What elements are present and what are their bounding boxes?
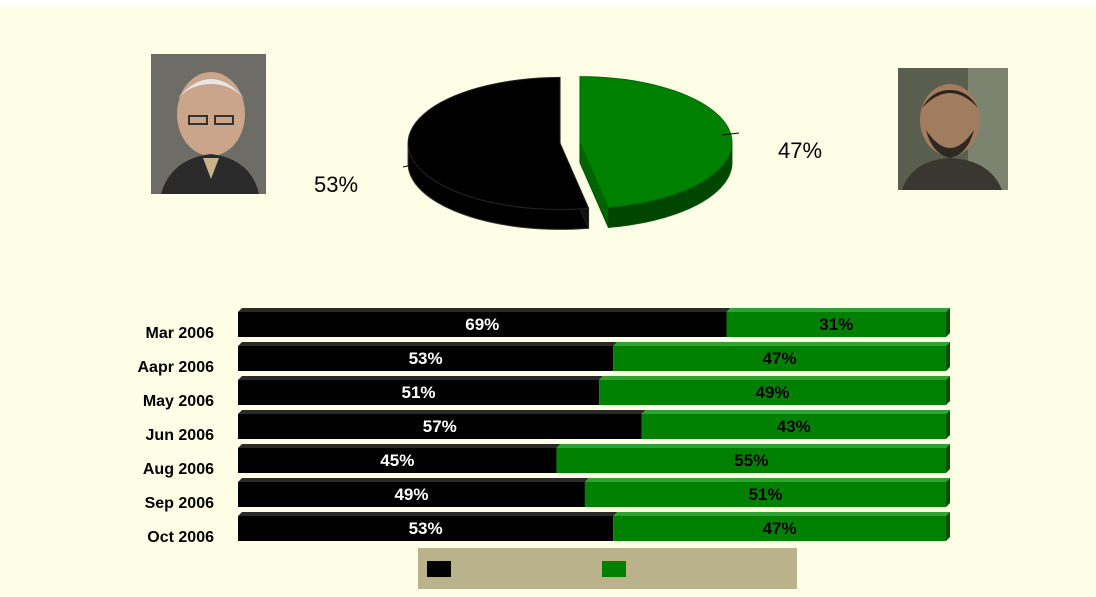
bar-segment-abbas: 53% <box>238 512 618 541</box>
bar-segment-haniyeh: 55% <box>556 444 950 473</box>
bar-value-label: 53% <box>409 349 443 368</box>
bar-value-label: 49% <box>756 383 790 402</box>
bar-value-label: 51% <box>748 485 782 504</box>
bar-value-label: 51% <box>402 383 436 402</box>
bar-row: 57% 43% <box>238 410 950 439</box>
bar-value-label: 55% <box>734 451 768 470</box>
bar-value-label: 45% <box>380 451 414 470</box>
pie-leader-abbas <box>402 162 421 168</box>
bar-value-label: 49% <box>394 485 428 504</box>
pie-slice-abbas <box>407 76 590 230</box>
legend-swatch-abbas <box>427 561 451 577</box>
bar-segment-abbas: 53% <box>238 342 618 371</box>
bar-row: 53% 47% <box>238 342 950 371</box>
bar-segment-haniyeh: 51% <box>584 478 950 507</box>
category-label: Jun 2006 <box>145 427 214 444</box>
bar-row: 45% 55% <box>238 444 950 473</box>
portrait-photo-abbas <box>151 54 266 194</box>
bar-row: 49% 51% <box>238 478 950 507</box>
bar-segment-haniyeh: 31% <box>726 308 950 337</box>
bar-segment-abbas: 57% <box>238 410 646 439</box>
bar-value-label: 57% <box>423 417 457 436</box>
pie-leader-haniyeh <box>721 132 740 136</box>
bar-segment-haniyeh: 47% <box>613 342 950 371</box>
category-label: Sep 2006 <box>144 495 214 512</box>
bar-value-label: 43% <box>777 417 811 436</box>
bar-value-label: 47% <box>763 349 797 368</box>
category-label: Aapr 2006 <box>137 359 215 376</box>
pie-slice-haniyeh <box>579 76 733 228</box>
legend-swatch-haniyeh <box>602 561 626 577</box>
bar-segment-haniyeh: 47% <box>613 512 950 541</box>
bar-value-label: 31% <box>819 315 853 334</box>
bar-value-label: 47% <box>763 519 797 538</box>
portrait-photo-haniyeh <box>898 68 1008 190</box>
bar-segment-abbas: 51% <box>238 376 604 405</box>
category-label: Aug 2006 <box>142 461 214 478</box>
category-label: May 2006 <box>142 393 214 410</box>
bar-segment-haniyeh: 43% <box>641 410 950 439</box>
bar-row: 69% 31% <box>238 308 950 337</box>
bar-row: 51% 49% <box>238 376 950 405</box>
pie-label-abbas: 53% <box>314 172 359 197</box>
category-label: Oct 2006 <box>147 529 214 546</box>
bar-segment-abbas: 49% <box>238 478 589 507</box>
bar-row: 53% 47% <box>238 512 950 541</box>
bar-segment-abbas: 69% <box>238 308 731 337</box>
bar-segment-haniyeh: 49% <box>599 376 950 405</box>
bar-segment-abbas: 45% <box>238 444 561 473</box>
bar-value-label: 53% <box>409 519 443 538</box>
legend <box>418 548 797 589</box>
pie-label-haniyeh: 47% <box>778 138 823 163</box>
bar-value-label: 69% <box>465 315 499 334</box>
category-label: Mar 2006 <box>145 325 215 342</box>
